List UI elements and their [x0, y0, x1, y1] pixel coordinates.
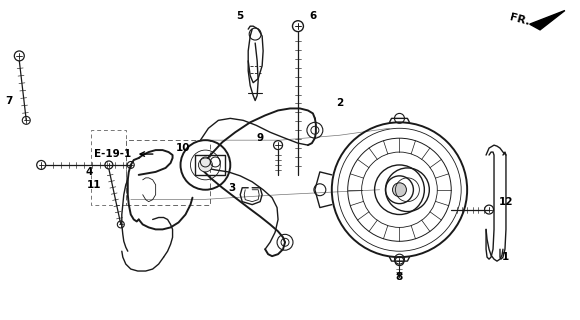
- Text: 5: 5: [237, 11, 244, 21]
- Text: 11: 11: [86, 180, 101, 190]
- Text: 4: 4: [85, 167, 93, 177]
- Text: 7: 7: [6, 96, 13, 106]
- Text: 10: 10: [176, 143, 191, 153]
- Text: FR.: FR.: [509, 12, 531, 28]
- Text: 1: 1: [502, 252, 509, 262]
- Text: 9: 9: [256, 133, 264, 143]
- Text: E-19-1: E-19-1: [94, 149, 132, 159]
- Bar: [126, 140, 211, 204]
- Text: 3: 3: [229, 183, 236, 193]
- Text: 6: 6: [309, 11, 317, 21]
- Polygon shape: [530, 11, 565, 30]
- Text: 12: 12: [499, 196, 513, 207]
- Ellipse shape: [198, 158, 212, 172]
- Text: 2: 2: [336, 99, 343, 108]
- Ellipse shape: [393, 183, 407, 197]
- Bar: [91, 130, 126, 204]
- Text: 8: 8: [396, 272, 403, 282]
